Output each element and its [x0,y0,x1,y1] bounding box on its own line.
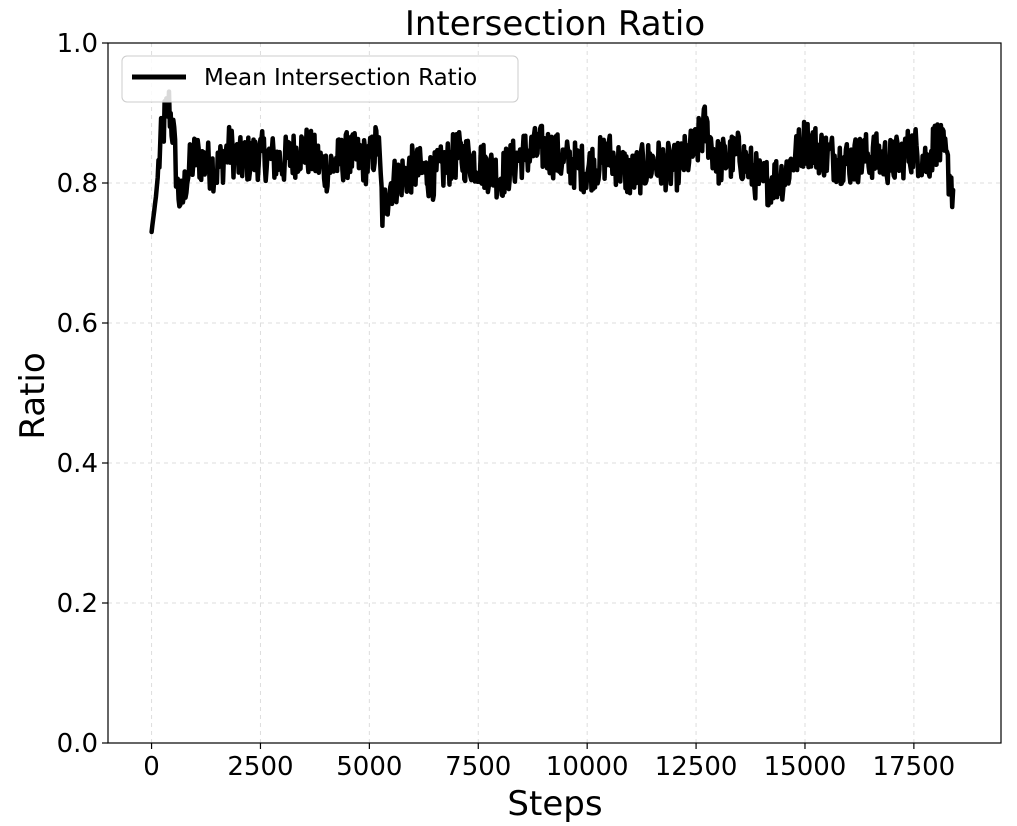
y-tick-label: 1.0 [57,29,98,59]
series-layer [149,89,956,235]
x-tick-label: 7500 [445,752,511,782]
y-ticks: 0.0 0.2 0.4 0.6 0.8 1.0 [57,29,108,759]
x-tick-label: 15000 [764,752,847,782]
x-tick-label: 17500 [873,752,956,782]
x-tick-label: 10000 [546,752,629,782]
y-tick-label: 0.0 [57,729,98,759]
y-tick-label: 0.6 [57,309,98,339]
y-tick-label: 0.4 [57,449,98,479]
legend: Mean Intersection Ratio [121,55,519,103]
y-tick-label: 0.8 [57,169,98,199]
legend-box [121,55,519,103]
x-tick-label: 12500 [655,752,738,782]
x-tick-label: 0 [143,752,160,782]
y-axis-label: Ratio [13,352,53,439]
chart-title: Intersection Ratio [405,4,705,44]
legend-label: Mean Intersection Ratio [204,65,477,91]
x-axis-label: Steps [507,784,602,824]
y-tick-label: 0.2 [57,589,98,619]
series-line [149,89,956,235]
plot-frame [107,42,1002,744]
x-tick-label: 2500 [227,752,293,782]
x-ticks: 0 2500 5000 7500 10000 12500 15000 17500 [143,743,955,782]
x-tick-label: 5000 [336,752,402,782]
